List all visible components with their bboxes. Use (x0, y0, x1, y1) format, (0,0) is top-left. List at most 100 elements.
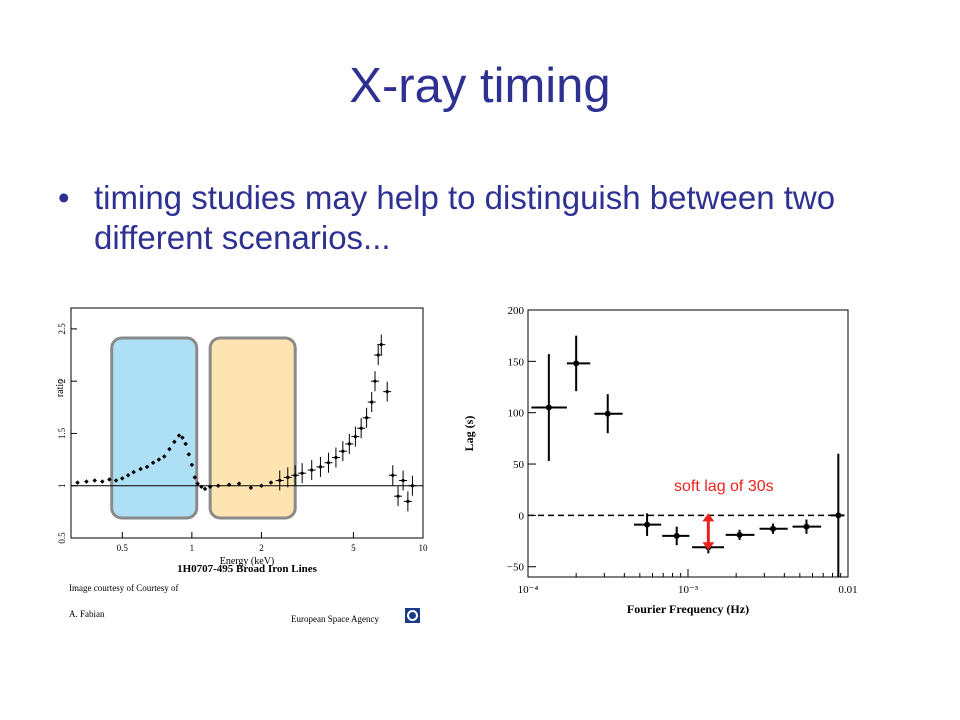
spectrum-point (341, 449, 345, 453)
spectrum-point (364, 416, 369, 420)
x-tick-label: 0.01 (838, 584, 857, 596)
x-axis-label: Energy (keV) (220, 556, 275, 567)
spectrum-point (126, 473, 130, 477)
x-tick-label: 5 (351, 543, 356, 553)
spectrum-point (259, 484, 264, 488)
spectrum-point (157, 457, 161, 462)
spectrum-point (180, 436, 184, 440)
x-tick-label: 10⁻⁴ (518, 584, 539, 596)
lag-point (770, 525, 777, 532)
credit-line-2: A. Fabian (69, 609, 105, 619)
spectrum-point (227, 483, 231, 487)
lag-point (835, 512, 842, 519)
lag-point (803, 523, 810, 530)
x-tick-label: 10 (419, 543, 429, 553)
lag-point (644, 521, 651, 528)
spectrum-point (75, 480, 80, 485)
spectrum-point (410, 484, 415, 488)
lag-point (545, 404, 552, 411)
x-tick-label: 0.5 (117, 543, 129, 553)
iron-lines-chart: 0.5 1 2 5 10 0.5 1 1.5 2 2.5 Energy (keV) ratio 1H07… (55, 307, 429, 624)
y-tick-label: 1.5 (57, 427, 67, 439)
spectrum-point (172, 440, 176, 444)
spectrum-point (293, 473, 297, 477)
spectrum-point (370, 400, 374, 404)
spectrum-point (310, 468, 314, 472)
y-tick-label: 2 (57, 379, 67, 384)
spectrum-point (334, 455, 338, 460)
y-tick-label: 0.5 (57, 532, 67, 544)
x-tick-label: 2 (259, 543, 264, 553)
spectrum-point (199, 485, 204, 489)
spectrum-point (385, 390, 389, 394)
spectrum-point (145, 465, 149, 469)
plot-frame (527, 309, 849, 578)
lag-frequency-chart: 10⁻⁴ 10⁻³ 0.01 −50 0 50 100 150 200 Fourier Frequ… (462, 305, 858, 616)
y-tick-label: 50 (513, 459, 525, 471)
y-tick-label: 150 (508, 356, 525, 368)
chart-title: 1H0707-495 Broad Iron Lines (177, 563, 318, 575)
spectrum-point (114, 478, 118, 483)
y-tick-label: −50 (507, 562, 525, 574)
y-tick-label: 100 (508, 408, 525, 420)
spectrum-point (353, 434, 358, 439)
spectrum-point (216, 484, 220, 488)
bullet-dot: • (58, 179, 70, 216)
lag-annotation: soft lag of 30s (674, 478, 774, 495)
spectrum-point (359, 426, 363, 430)
y-tick-label: 200 (508, 305, 525, 317)
highlight-band-blue (110, 336, 199, 520)
spectrum-point (406, 499, 410, 504)
spectrum-point (132, 470, 136, 474)
spectrum-point (84, 479, 89, 484)
spectrum-point (278, 478, 282, 483)
spectrum-point (187, 452, 191, 456)
y-tick-label: 0 (519, 510, 525, 522)
spectrum-point (300, 471, 304, 475)
x-axis-label: Fourier Frequency (Hz) (627, 602, 749, 616)
spectrum-point (190, 463, 194, 467)
slide-title: X-ray timing (349, 59, 611, 113)
annotation-arrow-head-down (702, 542, 715, 551)
lag-point (573, 360, 580, 367)
spectrum-point (193, 475, 197, 479)
spectrum-point (151, 461, 155, 465)
spectrum-point (100, 479, 104, 484)
annotation-arrow-head-up (702, 513, 715, 522)
bullet-text: timing studies may help to distinguish b… (94, 179, 836, 256)
y-tick-label: 2.5 (57, 323, 67, 335)
spectrum-point (391, 473, 395, 477)
spectrum-point (203, 487, 207, 491)
spectrum-point (120, 476, 124, 481)
spectrum-point (177, 433, 181, 438)
spectrum-point (401, 478, 405, 483)
spectrum-point (326, 461, 331, 465)
spectrum-point (318, 465, 323, 469)
spectrum-point (376, 353, 380, 357)
lag-point (604, 410, 611, 417)
spectrum-point (167, 447, 172, 451)
spectrum-point (93, 478, 97, 483)
spectrum-point (286, 475, 290, 479)
spectrum-point (373, 379, 377, 383)
y-axis-label: Lag (s) (462, 416, 476, 452)
spectrum-point (396, 494, 400, 498)
x-tick-label: 1 (190, 543, 195, 553)
spectrum-point (184, 442, 188, 446)
spectrum-point (107, 477, 112, 482)
y-tick-label: 1 (57, 483, 67, 488)
spectrum-point (196, 482, 200, 486)
spectrum-point (269, 480, 273, 485)
spectrum-point (138, 467, 143, 471)
x-tick-label: 10⁻³ (678, 584, 699, 596)
spectrum-point (347, 442, 351, 446)
y-axis-label: ratio (55, 379, 66, 397)
spectrum-point (237, 482, 241, 486)
spectrum-point (162, 454, 166, 459)
spectrum-point (249, 486, 253, 490)
lag-point (673, 532, 680, 539)
esa-logo-mark (407, 610, 418, 621)
credit-agency: European Space Agency (291, 614, 379, 624)
lag-point (736, 531, 743, 538)
highlight-band-orange (208, 336, 297, 520)
